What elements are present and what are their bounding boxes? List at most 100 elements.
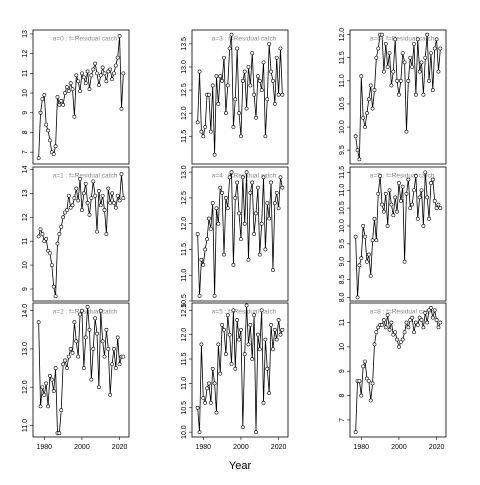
data-point bbox=[223, 196, 228, 200]
data-point bbox=[395, 78, 399, 83]
data-point bbox=[38, 227, 43, 232]
data-point bbox=[397, 92, 401, 97]
data-point bbox=[100, 65, 105, 70]
data-point bbox=[81, 75, 86, 80]
data-point bbox=[363, 125, 367, 129]
data-point bbox=[374, 330, 379, 335]
data-point bbox=[417, 195, 422, 200]
data-point bbox=[269, 323, 273, 327]
y-tick-label: 11.5 bbox=[181, 243, 188, 256]
data-point bbox=[381, 69, 386, 74]
panel-annotation: a=1 : f=Residual catch bbox=[53, 173, 118, 180]
data-point bbox=[89, 196, 94, 201]
data-point bbox=[205, 386, 209, 391]
y-tick-label: 10.5 bbox=[339, 97, 346, 111]
data-point bbox=[64, 85, 69, 90]
data-point bbox=[223, 352, 228, 357]
panel-annotation: a=6 : f=Residual catch bbox=[370, 36, 435, 43]
data-point bbox=[366, 97, 371, 102]
data-point bbox=[100, 193, 105, 198]
data-point bbox=[203, 247, 208, 252]
data-point bbox=[70, 203, 75, 208]
data-point bbox=[417, 69, 422, 74]
data-point bbox=[36, 156, 41, 160]
data-point bbox=[380, 323, 384, 327]
data-point bbox=[271, 268, 275, 272]
y-tick-label: 13.0 bbox=[181, 60, 188, 74]
data-point bbox=[368, 398, 373, 403]
data-point bbox=[376, 191, 381, 196]
data-point bbox=[363, 234, 367, 239]
data-point bbox=[91, 179, 96, 184]
data-point bbox=[227, 175, 232, 180]
data-point bbox=[402, 330, 407, 335]
panel-frame bbox=[191, 166, 289, 302]
data-line bbox=[38, 306, 124, 434]
data-point bbox=[104, 79, 109, 84]
data-point bbox=[255, 332, 260, 337]
data-point bbox=[410, 65, 415, 69]
data-point bbox=[81, 191, 86, 196]
data-point bbox=[387, 327, 392, 332]
data-point bbox=[225, 206, 230, 211]
panel-annotation: a=0 : f=Residual catch bbox=[53, 36, 118, 43]
data-point bbox=[207, 381, 211, 386]
panel-frame bbox=[191, 29, 289, 165]
data-point bbox=[380, 32, 384, 37]
data-point bbox=[57, 232, 62, 236]
data-line bbox=[197, 305, 283, 433]
data-point bbox=[265, 366, 270, 371]
data-point bbox=[222, 252, 226, 257]
data-point bbox=[113, 63, 118, 68]
data-point bbox=[117, 34, 122, 38]
data-point bbox=[203, 400, 208, 405]
data-line bbox=[355, 306, 441, 433]
data-point bbox=[44, 381, 49, 386]
data-point bbox=[365, 376, 369, 381]
x-tick-label: 2000 bbox=[74, 444, 90, 451]
data-point bbox=[244, 170, 249, 175]
data-point bbox=[212, 381, 217, 386]
data-point bbox=[276, 206, 281, 211]
data-point bbox=[408, 206, 413, 210]
data-point bbox=[421, 92, 426, 97]
data-point bbox=[278, 46, 283, 51]
data-point bbox=[254, 211, 258, 216]
data-point bbox=[254, 115, 258, 120]
data-point bbox=[280, 185, 285, 190]
data-point bbox=[376, 46, 381, 51]
data-point bbox=[240, 175, 245, 180]
data-point bbox=[261, 175, 266, 180]
data-point bbox=[201, 134, 206, 139]
y-tick-label: 10.5 bbox=[181, 294, 188, 308]
data-point bbox=[100, 339, 105, 344]
y-tick-label: 13.5 bbox=[181, 37, 188, 51]
data-point bbox=[96, 385, 101, 390]
data-point bbox=[361, 364, 366, 369]
data-point bbox=[274, 190, 279, 195]
y-tick-label: 12 bbox=[22, 213, 29, 221]
data-point bbox=[410, 315, 415, 320]
data-point bbox=[104, 232, 109, 236]
data-point bbox=[244, 106, 249, 111]
panel-frame bbox=[349, 29, 447, 165]
data-point bbox=[237, 211, 241, 216]
data-point bbox=[267, 391, 272, 396]
y-tick-label: 12.0 bbox=[181, 328, 188, 342]
x-tick-label: 2020 bbox=[112, 444, 128, 451]
y-tick-label: 9 bbox=[22, 111, 29, 115]
data-point bbox=[359, 256, 364, 261]
data-point bbox=[276, 318, 281, 322]
data-point bbox=[53, 294, 58, 299]
data-point bbox=[269, 180, 273, 185]
data-point bbox=[250, 51, 255, 56]
data-point bbox=[108, 200, 113, 205]
data-point bbox=[195, 120, 200, 125]
data-point bbox=[76, 79, 81, 84]
y-tick-label: 11.5 bbox=[339, 166, 346, 179]
data-point bbox=[36, 320, 41, 325]
data-point bbox=[38, 404, 43, 409]
data-point bbox=[398, 78, 403, 83]
y-tick-label: 10.0 bbox=[181, 425, 188, 439]
